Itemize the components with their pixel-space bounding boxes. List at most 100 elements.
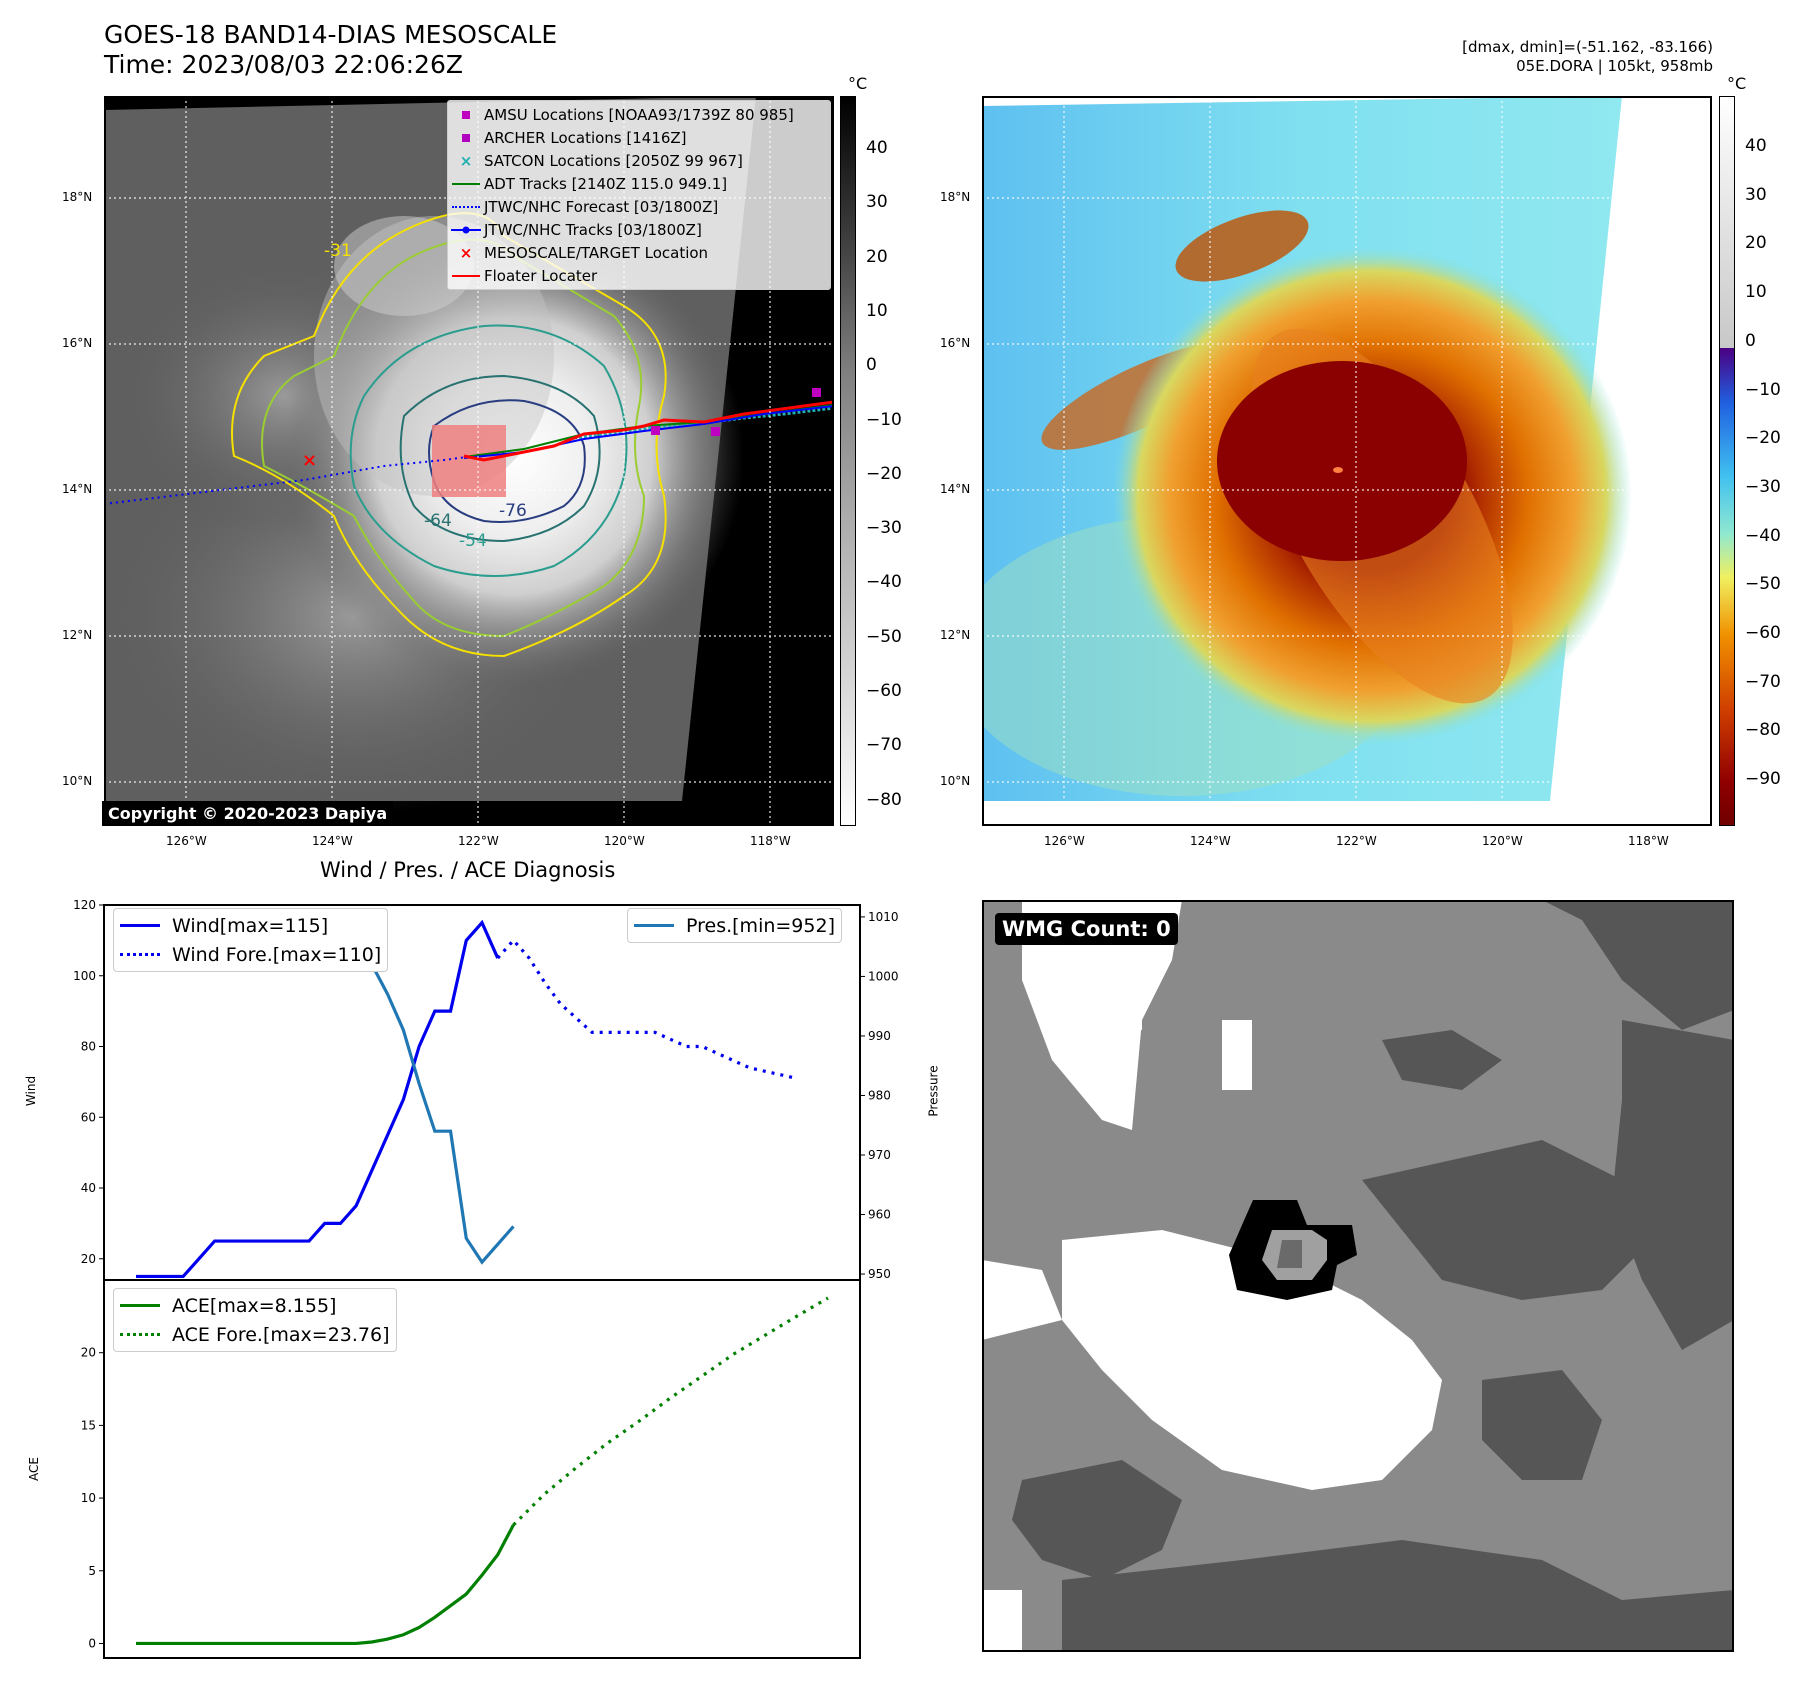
colorbar-tick: −20: [866, 463, 902, 484]
pressure-axis-label: Pressure: [926, 1065, 941, 1117]
colorbar-tick: 30: [1745, 184, 1767, 205]
wind-forecast-symbol: [120, 953, 160, 956]
legend-label: Wind[max=115]: [172, 914, 329, 937]
colorbar-tick: 20: [1745, 233, 1767, 254]
lon-tick: 126°W: [1044, 834, 1085, 848]
figure-title: GOES-18 BAND14-DIAS MESOSCALE Time: 2023/…: [104, 20, 557, 80]
colorbar-tick: −50: [1745, 574, 1781, 595]
wind-tick-label: 100: [73, 969, 96, 983]
legend-item-tracks: JTWC/NHC Tracks [03/1800Z]: [448, 218, 830, 241]
legend-label: SATCON Locations [2050Z 99 967]: [484, 151, 743, 170]
legend-label: ARCHER Locations [1416Z]: [484, 128, 687, 147]
colorbar-tick: 0: [866, 355, 877, 376]
lat-tick: 14°N: [940, 482, 971, 496]
colorbar-tick: −50: [866, 626, 902, 647]
colorbar-tick: 40: [1745, 136, 1767, 156]
lon-tick: 124°W: [1190, 834, 1231, 848]
lat-tick: 12°N: [940, 628, 971, 642]
wind-axis-label: Wind: [24, 1075, 39, 1107]
amsu-marker: [812, 388, 821, 397]
ace-axis-label: ACE: [26, 1457, 41, 1481]
legend-label: ACE[max=8.155]: [172, 1294, 337, 1317]
title-line-2: Time: 2023/08/03 22:06:26Z: [104, 50, 463, 79]
archer-marker-2: [651, 426, 660, 435]
archer-symbol: [462, 133, 470, 142]
contour-label-54: -54: [459, 531, 487, 551]
ace-tick-label: 5: [88, 1564, 96, 1578]
pressure-tick-label: 1000: [868, 969, 899, 983]
lon-tick: 122°W: [458, 834, 499, 848]
legend-label: ACE Fore.[max=23.76]: [172, 1323, 390, 1346]
lon-tick: 118°W: [750, 834, 791, 848]
target-box: [432, 425, 506, 497]
lon-tick: 118°W: [1628, 834, 1669, 848]
lat-tick: 16°N: [940, 336, 971, 350]
colorbar-tick: −70: [1745, 671, 1781, 692]
legend-item-archer: ARCHER Locations [1416Z]: [448, 126, 830, 149]
colorbar-tick: −80: [1745, 720, 1781, 741]
legend-label: AMSU Locations [NOAA93/1739Z 80 985]: [484, 105, 794, 124]
tracks-symbol: [451, 226, 481, 233]
wmg-image: [982, 900, 1734, 1652]
ace-line: [136, 1524, 515, 1646]
lon-tick: 120°W: [1482, 834, 1523, 848]
ir-legend: AMSU Locations [NOAA93/1739Z 80 985] ARC…: [447, 100, 831, 290]
pressure-tick-label: 960: [868, 1208, 891, 1222]
legend-label: ADT Tracks [2140Z 115.0 949.1]: [484, 174, 728, 193]
lon-tick: 122°W: [1336, 834, 1377, 848]
legend-item-wind-forecast: Wind Fore.[max=110]: [120, 940, 381, 969]
ace-tick-label: 0: [88, 1636, 96, 1650]
legend-item-ace-forecast: ACE Fore.[max=23.76]: [120, 1320, 390, 1349]
pressure-tick-label: 970: [868, 1148, 891, 1162]
lon-tick: 120°W: [604, 834, 645, 848]
adt-symbol: [452, 182, 480, 185]
eye-marker: [1333, 467, 1343, 473]
ir-map-panel: -76 -64 -54 -31 × AMSU Locations [NOAA93…: [104, 96, 834, 826]
wind-legend: Wind[max=115] Wind Fore.[max=110]: [113, 908, 389, 972]
colorbar-tick: 10: [866, 300, 888, 321]
colorbar-tick: −70: [866, 735, 902, 756]
diagnosis-title: Wind / Pres. / ACE Diagnosis: [320, 858, 616, 882]
ace-forecast-line: [512, 1296, 829, 1527]
amsu-symbol: [462, 110, 470, 119]
color-map-image: [982, 96, 1712, 826]
colorbar-tick: 10: [1745, 282, 1767, 303]
colorbar-tick: −90: [1745, 769, 1781, 790]
archer-marker: [711, 427, 720, 436]
colorbar-tick: −20: [1745, 428, 1781, 449]
lat-tick: 18°N: [62, 190, 93, 204]
ace-forecast-symbol: [120, 1333, 160, 1336]
ir-colorbar: [840, 96, 856, 826]
lon-tick: 124°W: [312, 834, 353, 848]
legend-item-satcon: × SATCON Locations [2050Z 99 967]: [448, 149, 830, 172]
colorbar-tick: −10: [1745, 379, 1781, 400]
wind-tick-label: 40: [81, 1181, 96, 1195]
pressure-tick-label: 1010: [868, 910, 899, 924]
legend-item-ace: ACE[max=8.155]: [120, 1291, 390, 1320]
ir-colorbar-unit: °C: [848, 74, 868, 93]
target-marker: ×: [302, 450, 317, 471]
colorbar-tick: 40: [866, 138, 888, 158]
ace-legend: ACE[max=8.155] ACE Fore.[max=23.76]: [113, 1288, 397, 1352]
contour-label-64: -64: [424, 511, 452, 531]
color-map-panel: [982, 96, 1712, 826]
satcon-symbol: ×: [459, 151, 473, 170]
contour-label-76: -76: [499, 501, 527, 521]
forecast-symbol: [452, 205, 480, 208]
colorbar-tick: −40: [866, 572, 902, 593]
legend-item-floater: Floater Locater: [448, 264, 830, 287]
lat-tick: 18°N: [940, 190, 971, 204]
pressure-legend: Pres.[min=952]: [627, 908, 842, 943]
contour-label-31: -31: [324, 241, 352, 261]
lat-tick: 14°N: [62, 482, 93, 496]
ace-symbol: [120, 1304, 160, 1307]
legend-item-target: × MESOSCALE/TARGET Location: [448, 241, 830, 264]
ace-axes-frame: [103, 1279, 861, 1659]
colorbar-tick: −40: [1745, 525, 1781, 546]
legend-item-pressure: Pres.[min=952]: [634, 911, 835, 940]
legend-label: JTWC/NHC Forecast [03/1800Z]: [484, 197, 719, 216]
wind-forecast-line: [496, 937, 797, 1080]
wind-symbol: [120, 924, 160, 927]
color-colorbar-unit: °C: [1727, 74, 1747, 93]
target-symbol: ×: [459, 243, 473, 262]
